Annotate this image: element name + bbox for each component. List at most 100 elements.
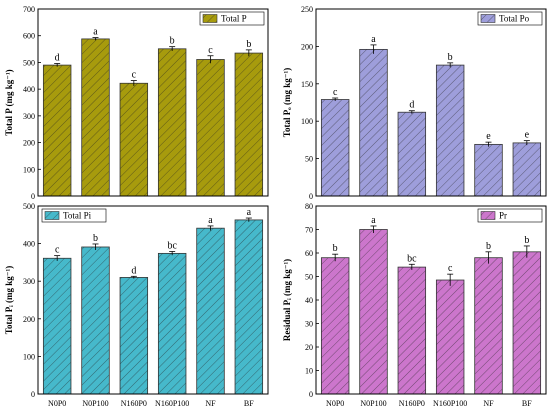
y-tick-label: 500 [23,202,35,211]
x-tick-label: NF [483,399,494,408]
legend-label: Total Pi [63,211,92,221]
bar [435,64,465,197]
x-tick-label: N0P100 [82,399,108,408]
legend-swatch [44,211,60,220]
bar [196,227,225,395]
x-tick-label: N0P0 [48,399,66,408]
bar [359,229,388,395]
x-tick-label: N160P0 [121,399,147,408]
significance-letter: a [208,215,213,226]
significance-letter: bc [167,240,177,251]
y-tick-label: 300 [23,277,35,286]
bar [397,111,427,197]
x-tick-label: N160P100 [155,399,189,408]
bar [435,279,465,395]
significance-letter: a [371,215,376,226]
bar [234,219,264,395]
y-tick-label: 0 [309,192,313,201]
bar [512,142,542,197]
legend: Total Po [477,11,543,26]
significance-letter: d [409,100,414,111]
y-tick-label: 0 [31,390,35,399]
significance-letter: b [524,235,529,246]
y-tick-label: 0 [309,390,313,399]
y-tick-label: 40 [305,296,313,305]
x-tick-label: NF [205,399,216,408]
legend-swatch [480,14,496,23]
y-tick-label: 200 [23,315,35,324]
chart-panel-4: b a bc c b b 0 10 20 30 40 50 60 70 80 Residual Pᵢ (mg … [282,202,547,408]
significance-letter: b [93,233,98,244]
chart-panel-3: c b d bc a a 0 100 200 300 400 500 Total Pᵢ (mg kg⁻¹… [4,202,269,408]
significance-letter: a [247,207,252,218]
x-tick-label: N160P0 [399,399,425,408]
bar [157,48,187,197]
y-tick-label: 700 [23,5,35,14]
significance-letter: bc [407,253,417,264]
legend-swatch [202,14,218,23]
significance-letter: a [93,27,98,38]
plot-frame [37,205,269,395]
bar [320,257,350,395]
legend: Total P [199,11,265,26]
bar [81,246,110,395]
y-tick-label: 80 [305,202,313,211]
y-axis-title: Total Pₒ (mg kg⁻¹) [282,68,292,137]
bar [157,252,187,395]
y-tick-label: 150 [301,80,313,89]
y-tick-label: 300 [23,112,35,121]
x-tick-label: BF [522,399,532,408]
legend-label: Total P [221,14,247,24]
x-tick-label: BF [244,399,254,408]
y-tick-label: 50 [305,273,313,282]
bar [42,64,72,197]
y-tick-label: 0 [31,192,35,201]
legend-swatch [480,211,496,220]
x-tick-label: N160P100 [433,399,467,408]
y-tick-label: 10 [305,367,313,376]
significance-letter: c [333,87,338,98]
significance-letter: e [486,131,491,142]
bar [119,277,149,395]
y-axis-title: Residual Pᵢ (mg kg⁻¹) [282,259,292,341]
bar [359,48,388,197]
y-tick-label: 50 [305,155,313,164]
bar [119,82,149,197]
y-tick-label: 100 [23,165,35,174]
significance-letter: b [246,39,251,50]
significance-letter: c [132,70,137,81]
y-tick-label: 70 [305,226,313,235]
y-tick-label: 60 [305,249,313,258]
y-tick-label: 400 [23,85,35,94]
bar [196,59,225,197]
significance-letter: e [525,130,530,141]
significance-letter: d [55,52,60,63]
y-tick-label: 200 [301,42,313,51]
bar [474,257,503,395]
plot-frame [37,8,269,197]
significance-letter: b [170,36,175,47]
legend-label: Total Po [499,14,530,24]
bar [512,251,542,395]
bar [42,257,72,395]
legend: Pr [477,208,543,223]
y-tick-label: 500 [23,58,35,67]
significance-letter: c [448,263,453,274]
significance-letter: a [371,34,376,45]
bar [234,52,264,197]
legend-label: Pr [499,211,507,221]
x-tick-label: N0P0 [326,399,344,408]
significance-letter: c [208,45,213,56]
y-axis-title: Total Pᵢ (mg kg⁻¹) [4,266,14,334]
bar [474,143,503,197]
chart-panel-1: d a c b c b 0 100 200 300 400 500 600 700 Total P (mg … [4,5,269,201]
plot-frame [315,8,547,197]
y-tick-label: 100 [23,352,35,361]
y-tick-label: 600 [23,32,35,41]
bar [320,99,350,197]
x-tick-label: N0P100 [360,399,386,408]
bar [81,38,110,197]
significance-letter: c [55,245,60,256]
y-axis-title: Total P (mg kg⁻¹) [4,69,14,135]
